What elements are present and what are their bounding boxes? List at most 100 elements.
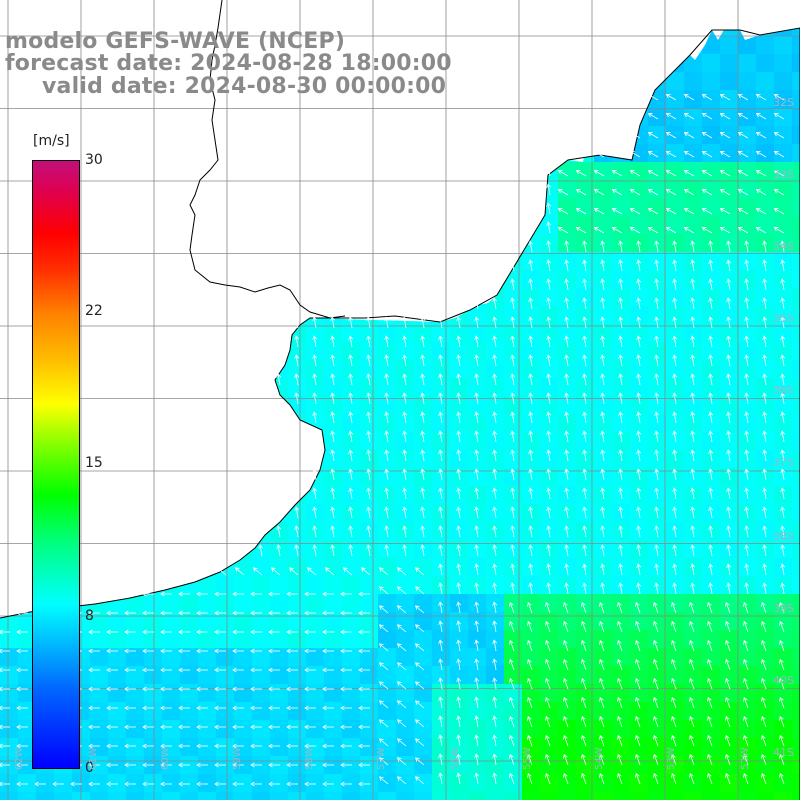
field-cell: [576, 324, 594, 342]
field-cell: [666, 72, 684, 90]
field-cell: [684, 234, 702, 252]
field-cell: [612, 612, 630, 630]
field-cell: [738, 180, 756, 198]
field-cell: [648, 792, 666, 800]
field-cell: [486, 450, 504, 468]
field-cell: [522, 270, 540, 288]
field-cell: [306, 378, 324, 396]
field-cell: [450, 450, 468, 468]
field-cell: [792, 792, 800, 800]
field-cell: [432, 360, 450, 378]
field-cell: [198, 684, 216, 702]
field-cell: [738, 162, 756, 180]
field-cell: [360, 450, 378, 468]
field-cell: [216, 612, 234, 630]
field-cell: [576, 396, 594, 414]
field-cell: [324, 720, 342, 738]
lat-label: 34S: [773, 240, 794, 253]
field-cell: [360, 468, 378, 486]
field-cell: [216, 720, 234, 738]
field-cell: [666, 396, 684, 414]
field-cell: [684, 162, 702, 180]
field-cell: [720, 648, 738, 666]
field-cell: [648, 180, 666, 198]
field-cell: [756, 108, 774, 126]
field-cell: [756, 396, 774, 414]
field-cell: [666, 432, 684, 450]
field-cell: [756, 414, 774, 432]
field-cell: [684, 756, 702, 774]
field-cell: [342, 720, 360, 738]
field-cell: [612, 630, 630, 648]
field-cell: [522, 612, 540, 630]
field-cell: [594, 558, 612, 576]
field-cell: [792, 720, 800, 738]
field-cell: [270, 594, 288, 612]
field-cell: [720, 558, 738, 576]
field-cell: [360, 558, 378, 576]
field-cell: [342, 378, 360, 396]
field-cell: [558, 720, 576, 738]
field-cell: [720, 288, 738, 306]
field-cell: [702, 612, 720, 630]
field-cell: [18, 792, 36, 800]
field-cell: [306, 666, 324, 684]
field-cell: [684, 450, 702, 468]
field-cell: [234, 792, 252, 800]
field-cell: [684, 216, 702, 234]
field-cell: [162, 630, 180, 648]
field-cell: [576, 270, 594, 288]
field-cell: [198, 594, 216, 612]
field-cell: [342, 630, 360, 648]
field-cell: [738, 108, 756, 126]
field-cell: [414, 432, 432, 450]
field-cell: [774, 216, 792, 234]
field-cell: [198, 738, 216, 756]
field-cell: [180, 792, 198, 800]
field-cell: [126, 738, 144, 756]
field-cell: [540, 558, 558, 576]
field-cell: [756, 468, 774, 486]
field-cell: [612, 558, 630, 576]
field-cell: [594, 198, 612, 216]
field-cell: [414, 324, 432, 342]
field-cell: [738, 54, 756, 72]
field-cell: [486, 792, 504, 800]
field-cell: [666, 378, 684, 396]
field-cell: [702, 756, 720, 774]
field-cell: [630, 180, 648, 198]
field-cell: [252, 720, 270, 738]
field-cell: [558, 342, 576, 360]
field-cell: [288, 720, 306, 738]
field-cell: [288, 792, 306, 800]
field-cell: [630, 396, 648, 414]
field-cell: [702, 180, 720, 198]
field-cell: [558, 468, 576, 486]
field-cell: [576, 378, 594, 396]
field-cell: [342, 558, 360, 576]
field-cell: [594, 378, 612, 396]
field-cell: [594, 360, 612, 378]
field-cell: [360, 774, 378, 792]
field-cell: [522, 774, 540, 792]
field-cell: [216, 630, 234, 648]
field-cell: [504, 396, 522, 414]
field-cell: [666, 342, 684, 360]
field-cell: [468, 306, 486, 324]
field-cell: [612, 792, 630, 800]
field-cell: [612, 774, 630, 792]
field-cell: [684, 198, 702, 216]
field-cell: [522, 324, 540, 342]
field-cell: [648, 576, 666, 594]
field-cell: [612, 342, 630, 360]
field-cell: [234, 612, 252, 630]
field-cell: [666, 126, 684, 144]
field-cell: [756, 648, 774, 666]
lat-label: 39S: [773, 602, 794, 615]
field-cell: [666, 468, 684, 486]
field-cell: [702, 432, 720, 450]
field-cell: [324, 450, 342, 468]
field-cell: [540, 720, 558, 738]
field-cell: [198, 774, 216, 792]
field-cell: [792, 90, 800, 108]
